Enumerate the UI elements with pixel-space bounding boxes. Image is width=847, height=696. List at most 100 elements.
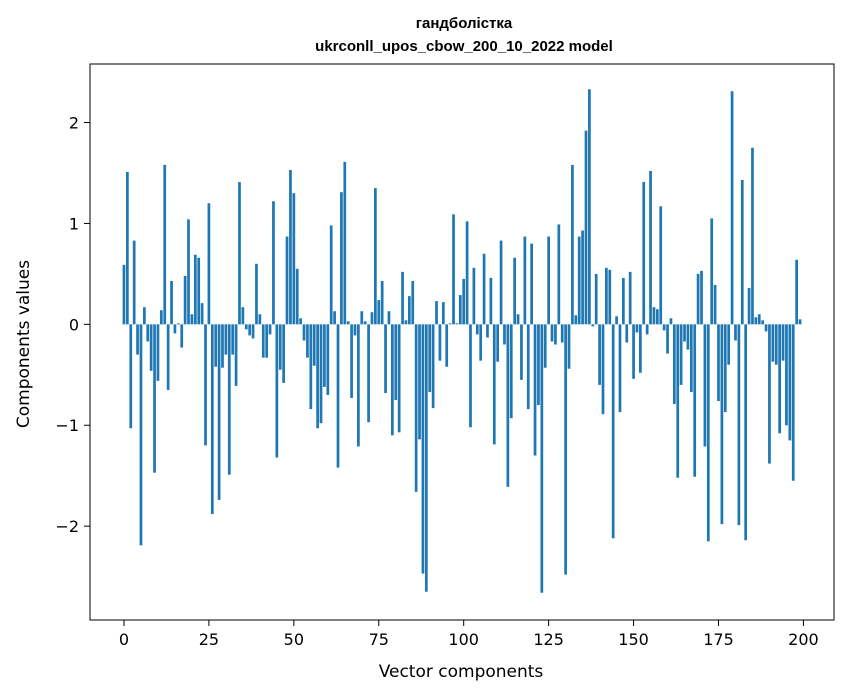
bar-180 — [734, 324, 737, 341]
bar-133 — [574, 315, 578, 325]
bar-149 — [628, 271, 632, 325]
bar-114 — [509, 324, 513, 419]
x-tick-label: 200 — [788, 630, 819, 649]
bar-18 — [183, 275, 187, 325]
bar-92 — [435, 301, 438, 325]
x-tick-label: 50 — [284, 630, 304, 649]
bar-33 — [234, 324, 238, 386]
bar-168 — [693, 324, 697, 477]
bar-162 — [672, 324, 676, 405]
bar-107 — [486, 324, 489, 338]
bar-170 — [700, 270, 703, 325]
bar-91 — [431, 324, 435, 409]
y-axis: −2 −1 0 1 2 — [55, 114, 90, 536]
bar-94 — [441, 302, 445, 325]
bar-34 — [238, 182, 241, 325]
bar-109 — [492, 324, 496, 445]
x-axis: 0 25 50 75 100 125 150 175 200 — [119, 620, 819, 649]
bar-7 — [146, 324, 150, 342]
bar-142 — [605, 267, 608, 325]
bar-158 — [659, 206, 663, 325]
bar-72 — [367, 324, 370, 423]
bar-58 — [319, 324, 323, 424]
bar-8 — [149, 324, 153, 371]
chart-subtitle: ukrconll_upos_cbow_200_10_2022 model — [315, 38, 613, 55]
bar-24 — [204, 324, 207, 446]
bar-193 — [778, 324, 781, 434]
bar-26 — [210, 324, 214, 515]
bar-52 — [299, 318, 302, 325]
bar-189 — [764, 324, 768, 332]
bar-75 — [377, 300, 381, 325]
y-tick-label: 2 — [69, 114, 79, 133]
bar-67 — [350, 324, 353, 398]
bar-86 — [414, 324, 418, 492]
bar-190 — [768, 324, 771, 464]
bar-35 — [241, 307, 245, 325]
bar-51 — [295, 268, 299, 325]
bar-2 — [129, 324, 133, 429]
bar-163 — [676, 324, 680, 478]
bar-19 — [187, 219, 190, 325]
y-tick-label: −1 — [55, 416, 79, 435]
bar-87 — [418, 324, 421, 440]
bar-198 — [795, 259, 798, 325]
bar-57 — [316, 324, 319, 429]
bar-17 — [180, 324, 184, 348]
bar-70 — [360, 311, 364, 325]
bar-125 — [547, 236, 550, 325]
bar-39 — [255, 263, 258, 325]
bar-74 — [374, 188, 377, 325]
bar-197 — [791, 324, 795, 481]
bar-42 — [265, 324, 269, 358]
bar-165 — [683, 324, 686, 342]
bar-154 — [645, 324, 649, 335]
bar-138 — [591, 324, 595, 327]
bar-20 — [190, 314, 194, 325]
bar-22 — [197, 257, 201, 325]
bar-103 — [472, 267, 476, 325]
bar-81 — [397, 324, 401, 433]
bar-110 — [496, 324, 500, 362]
bar-69 — [357, 324, 360, 447]
bar-174 — [713, 284, 717, 325]
bar-5 — [139, 324, 143, 546]
y-tick-label: −2 — [55, 517, 79, 536]
x-tick-label: 25 — [199, 630, 219, 649]
x-tick-label: 100 — [448, 630, 479, 649]
x-tick-label: 175 — [703, 630, 734, 649]
bar-128 — [557, 224, 561, 325]
x-axis-label: Vector components — [379, 662, 544, 682]
bar-185 — [751, 147, 754, 325]
bar-30 — [224, 324, 228, 355]
bar-108 — [489, 277, 493, 325]
bar-121 — [533, 324, 537, 456]
bar-173 — [710, 218, 714, 325]
bar-130 — [564, 324, 567, 575]
plot-frame — [89, 63, 835, 621]
bar-151 — [635, 324, 639, 333]
bar-66 — [346, 321, 350, 325]
bar-80 — [394, 324, 398, 401]
bar-169 — [696, 273, 700, 325]
bar-95 — [445, 324, 449, 367]
bar-124 — [543, 324, 547, 368]
bar-182 — [740, 180, 744, 325]
bar-176 — [720, 324, 724, 525]
bar-167 — [689, 324, 693, 392]
bars-group — [122, 89, 802, 593]
bar-188 — [761, 320, 765, 325]
bar-11 — [159, 310, 163, 325]
bar-186 — [754, 317, 758, 325]
bar-49 — [289, 169, 292, 325]
bar-112 — [503, 324, 506, 345]
bar-9 — [153, 324, 156, 473]
bar-140 — [598, 324, 601, 385]
bar-191 — [771, 324, 775, 362]
bar-164 — [679, 324, 683, 385]
bar-73 — [370, 312, 374, 325]
bar-31 — [227, 324, 231, 475]
bar-43 — [268, 324, 272, 335]
bar-13 — [166, 324, 170, 390]
bar-77 — [384, 324, 387, 393]
